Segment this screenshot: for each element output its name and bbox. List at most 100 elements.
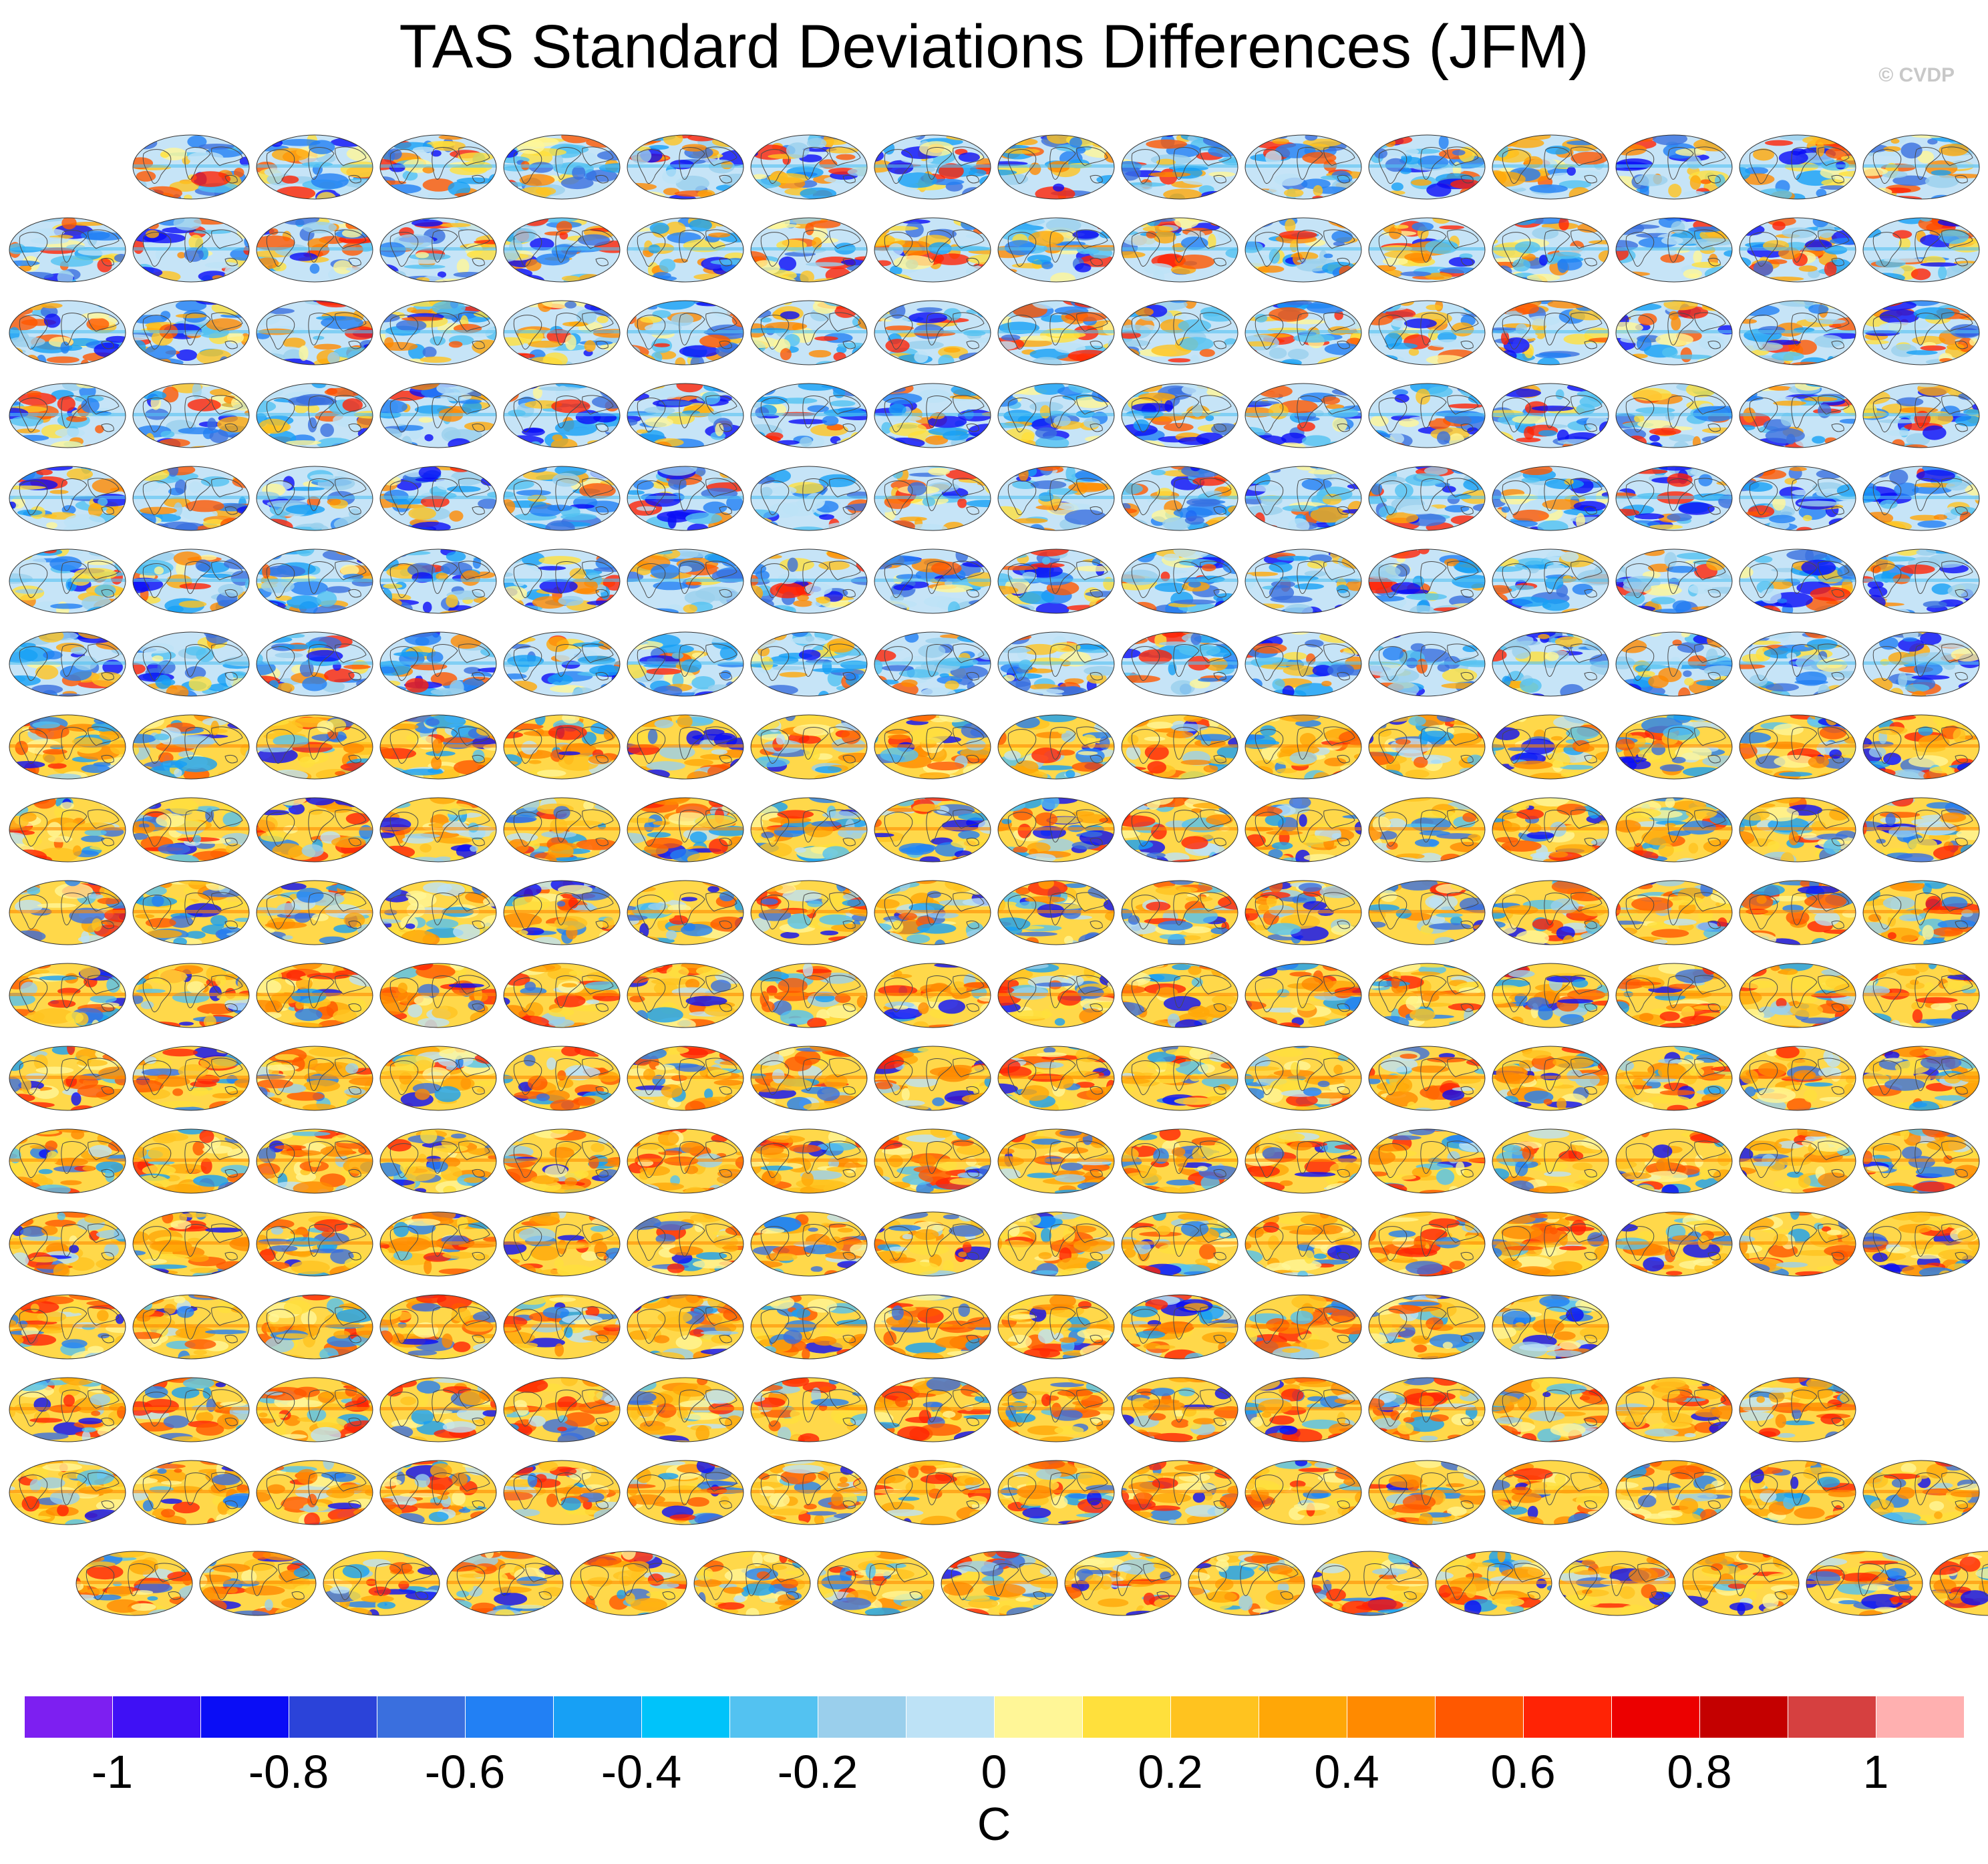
global-map — [997, 1460, 1115, 1525]
colorbar-tick-label: -0.4 — [601, 1746, 682, 1798]
map-panel — [1738, 714, 1857, 780]
global-map — [503, 383, 621, 448]
global-map — [997, 1046, 1115, 1111]
map-panel — [873, 1045, 992, 1112]
map-panel — [1862, 714, 1981, 780]
map-panel — [1244, 382, 1363, 449]
global-map — [1739, 300, 1856, 365]
global-map — [750, 1211, 868, 1277]
global-map — [1615, 217, 1733, 283]
global-map — [1739, 134, 1856, 200]
map-panel — [1244, 1128, 1363, 1195]
map-panel — [255, 714, 374, 780]
global-map — [132, 880, 250, 945]
map-panel — [1738, 1211, 1857, 1277]
global-map — [1615, 1460, 1733, 1525]
map-panel — [8, 1045, 127, 1112]
global-map — [1492, 1460, 1609, 1525]
map-panel — [132, 1211, 251, 1277]
global-map — [1245, 797, 1362, 863]
global-map — [503, 631, 621, 697]
global-map — [1368, 549, 1486, 614]
global-map — [1739, 631, 1856, 697]
map-panel — [1244, 1459, 1363, 1526]
map-panel — [1120, 216, 1239, 283]
global-map — [1615, 1046, 1733, 1111]
map-panel — [132, 714, 251, 780]
global-map — [1862, 1128, 1980, 1194]
map-panel — [997, 1376, 1116, 1443]
colorbar-swatch — [994, 1696, 1083, 1738]
map-panel — [1120, 1376, 1239, 1443]
map-panel — [873, 796, 992, 863]
map-panel — [132, 548, 251, 615]
global-map — [1368, 383, 1486, 448]
global-map — [1862, 880, 1980, 945]
global-map — [1245, 300, 1362, 365]
global-map — [9, 217, 126, 283]
global-map — [1862, 383, 1980, 448]
map-panel — [1434, 1550, 1553, 1617]
map-panel — [1862, 962, 1981, 1029]
global-map — [874, 1128, 991, 1194]
map-panel — [626, 631, 745, 697]
global-map — [750, 1128, 868, 1194]
map-panel — [1615, 962, 1733, 1029]
map-panel — [1738, 465, 1857, 532]
map-panel — [1491, 962, 1610, 1029]
global-map — [256, 714, 373, 780]
map-panel — [255, 879, 374, 946]
global-map — [503, 1211, 621, 1277]
global-map — [256, 217, 373, 283]
global-map — [1739, 797, 1856, 863]
map-panel — [379, 1211, 498, 1277]
map-panel — [626, 1128, 745, 1195]
map-panel — [1862, 299, 1981, 366]
global-map — [1121, 300, 1238, 365]
map-panel — [379, 796, 498, 863]
map-panel — [816, 1550, 935, 1617]
map-panel — [1862, 1211, 1981, 1277]
map-panel — [1367, 548, 1486, 615]
global-map — [627, 797, 744, 863]
colorbar-swatch — [289, 1696, 377, 1738]
global-map — [379, 1128, 497, 1194]
global-map — [997, 300, 1115, 365]
colorbar-units: C — [977, 1798, 1011, 1850]
global-map — [503, 797, 621, 863]
map-panel — [1491, 1211, 1610, 1277]
colorbar-tick-label: 0 — [981, 1746, 1007, 1798]
colorbar-swatch — [729, 1696, 818, 1738]
map-panel — [1244, 631, 1363, 697]
global-map — [627, 1460, 744, 1525]
map-panel — [873, 382, 992, 449]
map-panel — [1738, 796, 1857, 863]
global-map — [1121, 1294, 1238, 1360]
global-map — [9, 383, 126, 448]
global-map — [1245, 631, 1362, 697]
map-panel — [1491, 134, 1610, 200]
global-map — [1492, 631, 1609, 697]
map-panel — [1615, 1211, 1733, 1277]
map-panel — [1367, 796, 1486, 863]
map-panel — [1862, 548, 1981, 615]
global-map — [9, 797, 126, 863]
global-map — [1862, 963, 1980, 1028]
global-map — [874, 1211, 991, 1277]
map-panel — [379, 879, 498, 946]
colorbar-tick-label: 0.8 — [1667, 1746, 1732, 1798]
map-panel — [132, 134, 251, 200]
global-map — [874, 1460, 991, 1525]
map-panel — [873, 1459, 992, 1526]
global-map — [132, 1294, 250, 1360]
global-map — [997, 134, 1115, 200]
map-panel — [1615, 1376, 1733, 1443]
global-map — [1368, 1294, 1486, 1360]
colorbar-swatch — [465, 1696, 554, 1738]
map-panel — [873, 216, 992, 283]
map-panel — [1367, 465, 1486, 532]
global-map — [9, 1211, 126, 1277]
global-map — [750, 466, 868, 531]
map-panel — [750, 216, 868, 283]
map-panel — [940, 1550, 1059, 1617]
